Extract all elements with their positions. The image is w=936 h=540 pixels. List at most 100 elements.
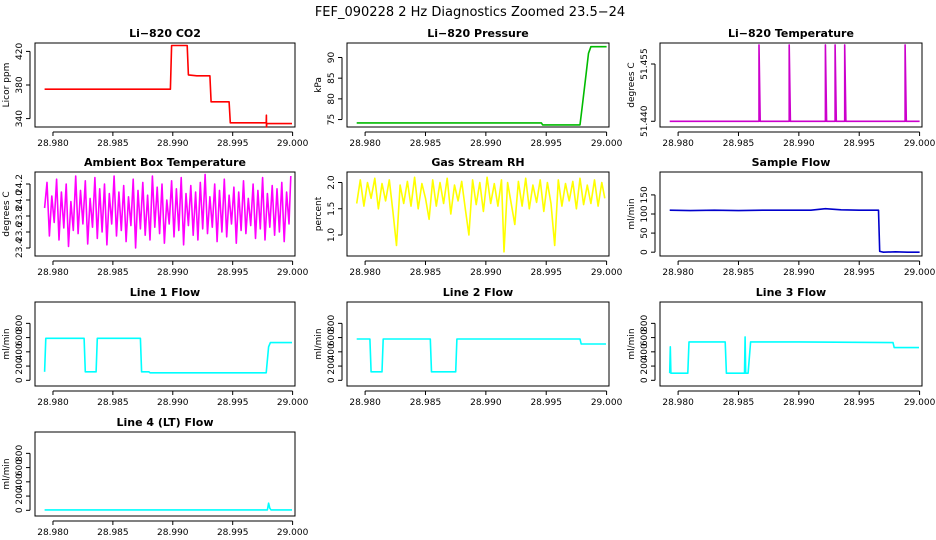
- chart-10-series-line: [44, 502, 292, 511]
- chart-8-frame: [346, 301, 610, 387]
- chart-2-y-tick-label: 75: [327, 114, 337, 125]
- chart-8-ylabel: ml/min: [314, 328, 324, 359]
- chart-4-y-tick-label: 23.6: [15, 222, 25, 242]
- chart-3-y-tick-label: 51.440: [640, 105, 650, 137]
- chart-8-title: Line 2 Flow: [443, 286, 513, 299]
- chart-7-series-line: [43, 337, 292, 374]
- chart-2-x-tick-label: 28.990: [470, 139, 502, 149]
- chart-5-y-tick-label: 2.0: [327, 175, 337, 190]
- chart-7-ylabel: ml/min: [2, 328, 12, 359]
- chart-3-frame: [659, 42, 923, 128]
- chart-9-x-tick-label: 28.980: [662, 398, 694, 408]
- chart-6-panel: Sample Flow ml/min 28.980 28.985 28.990 28.99…: [627, 156, 936, 278]
- chart-8-x-tick-label: 29.000: [591, 398, 623, 408]
- chart-6-frame: [659, 171, 923, 257]
- chart-10-frame: [34, 431, 296, 517]
- chart-10-x-tick-label: 28.985: [97, 528, 129, 538]
- chart-4-title: Ambient Box Temperature: [84, 156, 246, 169]
- chart-8-x-tick-label: 28.990: [470, 398, 502, 408]
- chart-10-y-tick-label: 200: [15, 487, 25, 504]
- chart-5-x-tick-label: 28.985: [410, 268, 442, 278]
- chart-8-y-tick-label: 200: [327, 357, 337, 374]
- chart-3-ylabel: degrees C: [627, 62, 637, 107]
- chart-9-x-tick-label: 28.985: [723, 398, 755, 408]
- chart-9-panel: Line 3 Flow ml/min 28.980 28.985 28.990 28.99…: [627, 286, 936, 408]
- chart-3-x-tick-label: 28.995: [843, 139, 875, 149]
- chart-9-y-tick-label: 600: [640, 329, 650, 346]
- chart-1-x-tick-label: 28.985: [97, 139, 129, 149]
- chart-1-title: Li−820 CO2: [129, 27, 201, 40]
- chart-2-y-tick-label: 85: [327, 72, 337, 83]
- chart-7-frame: [34, 301, 296, 387]
- chart-5-x-tick-label: 29.000: [591, 268, 623, 278]
- chart-6-x-tick-label: 28.980: [662, 268, 694, 278]
- chart-5-y-tick-label: 1.0: [327, 228, 337, 243]
- chart-2-x-tick-label: 29.000: [591, 139, 623, 149]
- chart-8-x-tick-label: 28.980: [349, 398, 381, 408]
- chart-7-x-tick-label: 29.000: [277, 398, 309, 408]
- chart-3-x-tick-label: 29.000: [904, 139, 936, 149]
- chart-5-x-tick-label: 28.995: [530, 268, 562, 278]
- chart-1-y-tick-label: 380: [15, 76, 25, 93]
- chart-4-x-tick-label: 28.990: [157, 268, 189, 278]
- chart-4-x-tick-label: 28.980: [37, 268, 69, 278]
- chart-2-x-tick-label: 28.985: [410, 139, 442, 149]
- chart-1-y-tick-label: 420: [15, 43, 25, 60]
- chart-8-series-line: [356, 338, 606, 373]
- chart-3-x-tick-label: 28.990: [783, 139, 815, 149]
- chart-9-x-tick-label: 28.990: [783, 398, 815, 408]
- chart-8-x-tick-label: 28.985: [410, 398, 442, 408]
- chart-6-y-tick-label: 100: [640, 205, 650, 222]
- chart-5-x-tick-label: 28.990: [470, 268, 502, 278]
- chart-7-y-tick-label: 600: [15, 329, 25, 346]
- chart-4-ylabel: degrees C: [2, 191, 12, 236]
- chart-6-x-tick-label: 28.990: [783, 268, 815, 278]
- chart-7-y-tick-label: 800: [15, 314, 25, 331]
- chart-3-y-tick-label: 51.455: [640, 48, 650, 80]
- chart-1-x-tick-label: 29.000: [277, 139, 309, 149]
- chart-5-panel: Gas Stream RH percent 28.980 28.985 28.990 28…: [314, 156, 623, 278]
- chart-4-y-tick-label: 24.0: [15, 190, 25, 210]
- chart-4-x-tick-label: 29.000: [277, 268, 309, 278]
- chart-8-y-tick-label: 0: [327, 377, 337, 383]
- chart-9-y-tick-label: 400: [640, 343, 650, 360]
- chart-2-x-tick-label: 28.995: [530, 139, 562, 149]
- chart-1-x-tick-label: 28.990: [157, 139, 189, 149]
- chart-7-y-tick-label: 400: [15, 343, 25, 360]
- chart-10-y-tick-label: 800: [15, 444, 25, 461]
- chart-4-panel: Ambient Box Temperature degrees C 28.980 28…: [2, 156, 309, 278]
- chart-5-title: Gas Stream RH: [431, 156, 524, 169]
- chart-10-x-tick-label: 28.995: [217, 528, 249, 538]
- figure-title: FEF_090228 2 Hz Diagnostics Zoomed 23.5−…: [315, 5, 625, 20]
- chart-4-y-tick-label: 23.4: [15, 238, 25, 258]
- chart-2-frame: [346, 42, 610, 128]
- chart-2-ylabel: kPa: [314, 77, 324, 93]
- chart-4-x-tick-label: 28.985: [97, 268, 129, 278]
- chart-7-x-tick-label: 28.985: [97, 398, 129, 408]
- chart-6-title: Sample Flow: [752, 156, 831, 169]
- chart-1-x-tick-label: 28.980: [37, 139, 69, 149]
- chart-1-series-line: [44, 44, 292, 128]
- chart-10-y-tick-label: 0: [15, 507, 25, 513]
- chart-9-y-tick-label: 800: [640, 314, 650, 331]
- chart-6-x-tick-label: 28.995: [843, 268, 875, 278]
- chart-2-title: Li−820 Pressure: [427, 27, 529, 40]
- chart-9-x-tick-label: 28.995: [843, 398, 875, 408]
- chart-6-x-tick-label: 28.985: [723, 268, 755, 278]
- chart-1-frame: [34, 42, 296, 128]
- chart-8-panel: Line 2 Flow ml/min 28.980 28.985 28.990 28.99…: [314, 286, 623, 408]
- chart-4-series-line: [43, 173, 292, 249]
- chart-6-y-tick-label: 0: [640, 249, 650, 255]
- chart-4-frame: [34, 171, 296, 257]
- chart-10-x-tick-label: 29.000: [277, 528, 309, 538]
- chart-10-panel: Line 4 (LT) Flow ml/min 28.980 28.985 28.990…: [2, 416, 309, 538]
- chart-4-y-tick-label: 23.8: [15, 206, 25, 226]
- chart-9-frame: [659, 301, 923, 387]
- chart-4-x-tick-label: 28.995: [217, 268, 249, 278]
- chart-10-x-tick-label: 28.980: [37, 528, 69, 538]
- chart-6-x-tick-label: 29.000: [904, 268, 936, 278]
- chart-9-y-tick-label: 0: [640, 377, 650, 383]
- chart-3-title: Li−820 Temperature: [728, 27, 854, 40]
- chart-6-ylabel: ml/min: [627, 198, 637, 229]
